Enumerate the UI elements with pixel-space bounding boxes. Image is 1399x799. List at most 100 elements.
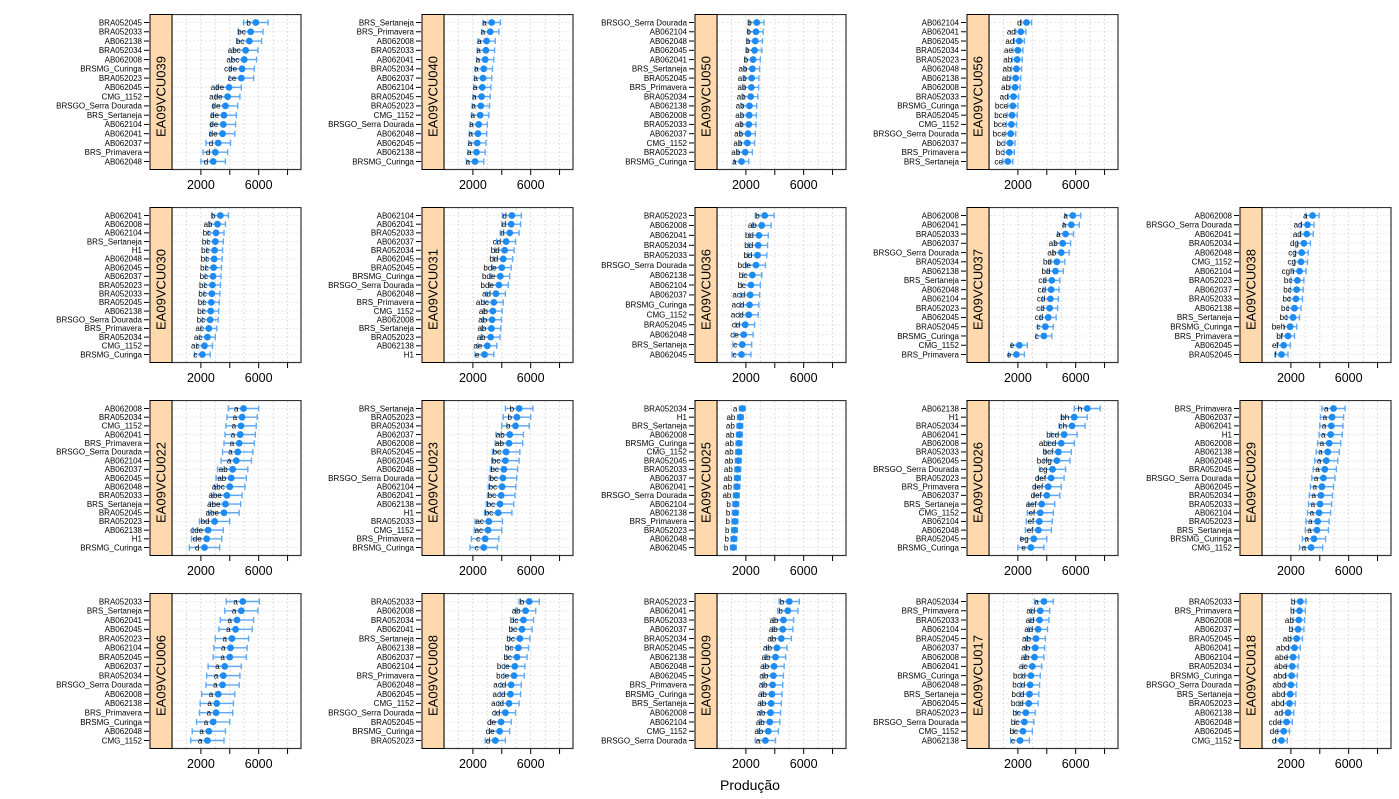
significance-letter: dg: [1290, 239, 1299, 248]
data-point: [213, 700, 221, 707]
strip-label: EA09VCU040: [426, 56, 441, 137]
data-point: [219, 130, 226, 138]
plot-box: [1261, 206, 1392, 364]
data-point: [520, 616, 527, 624]
significance-letter: ab: [748, 221, 757, 230]
data-point: [773, 644, 781, 652]
significance-letter: ad: [1026, 616, 1035, 625]
significance-letter: bc: [1011, 718, 1019, 727]
data-point: [767, 700, 775, 707]
data-point: [730, 535, 738, 543]
significance-letter: bc: [1283, 285, 1291, 294]
y-tick-label: BRS_Primavera: [1175, 332, 1233, 341]
data-point: [480, 544, 488, 551]
strip: [966, 593, 990, 749]
y-tick-label: AB062138: [377, 644, 415, 653]
significance-letter: b: [724, 535, 729, 544]
y-tick-label: BRA052033: [916, 448, 960, 457]
data-point: [488, 19, 496, 26]
significance-letter: bcd: [1012, 690, 1025, 699]
y-tick-label: AB062008: [105, 55, 143, 64]
panel-EA09VCU009: BRA052023 b AB062041 b BRA052033 ab AB062037 ab…: [563, 592, 847, 786]
significance-letter: bc: [487, 500, 495, 509]
significance-letter: bc: [199, 281, 207, 290]
data-point: [203, 333, 211, 341]
significance-letter: a: [227, 456, 232, 465]
y-tick-label: AB062048: [105, 157, 143, 166]
y-tick-label: CMG_1152: [919, 509, 960, 518]
y-tick-label: BRA052034: [1189, 662, 1233, 671]
y-tick-label: BRS_Primavera: [357, 535, 415, 544]
data-point: [226, 653, 234, 661]
data-point: [1310, 535, 1318, 543]
y-tick-label: BRA052045: [916, 323, 960, 332]
y-tick-label: AB062048: [105, 727, 143, 736]
y-tick-label: BRA052045: [99, 18, 143, 27]
data-point: [481, 535, 489, 543]
y-tick-label: BRSMG_Curinga: [897, 332, 959, 341]
y-tick-label: BRSGO_Serra Dourada: [873, 248, 959, 257]
data-point: [738, 405, 746, 412]
significance-letter: b: [778, 607, 783, 616]
y-tick-label: BRS_Primavera: [902, 350, 960, 359]
significance-letter: abd: [1272, 690, 1285, 699]
significance-letter: ab: [757, 699, 766, 708]
y-tick-label: BRA052034: [916, 597, 960, 606]
data-point: [1043, 491, 1051, 499]
y-tick-label: BRA052033: [644, 465, 688, 474]
significance-letter: ab: [204, 220, 213, 229]
significance-letter: cg: [1288, 258, 1296, 267]
data-point: [1036, 616, 1043, 624]
y-tick-label: AB062008: [922, 653, 960, 662]
y-tick-label: AB062048: [922, 285, 960, 294]
significance-letter: bce: [496, 671, 509, 680]
data-point: [482, 46, 490, 54]
significance-letter: bde: [482, 272, 496, 281]
strip-label: EA09VCU023: [426, 442, 441, 523]
data-point: [761, 737, 769, 744]
data-point: [214, 139, 222, 147]
data-point: [1032, 635, 1040, 642]
data-point: [207, 307, 215, 315]
significance-letter: def: [1032, 482, 1044, 491]
x-tick-label: 6000: [1062, 178, 1090, 192]
y-tick-label: BRSGO_Serra Dourada: [873, 130, 959, 139]
data-point: [252, 19, 260, 26]
data-point: [772, 653, 779, 661]
significance-letter: a: [468, 139, 473, 148]
data-point: [496, 727, 504, 735]
y-tick-label: BRSGO_Serra Dourada: [328, 281, 414, 290]
significance-letter: c: [193, 350, 197, 359]
significance-letter: ad: [1005, 37, 1014, 46]
y-tick-label: H1: [132, 246, 143, 255]
y-tick-label: AB062104: [1195, 267, 1233, 276]
y-tick-label: BRS_Sertaneja: [359, 404, 415, 413]
significance-letter: ef: [1272, 341, 1279, 350]
significance-letter: abc: [226, 55, 239, 64]
y-tick-label: BRA052045: [644, 321, 688, 330]
significance-letter: ac: [191, 342, 199, 351]
significance-letter: ab: [733, 139, 742, 148]
y-tick-label: BRSMG_Curinga: [897, 543, 959, 552]
significance-letter: e: [1007, 350, 1012, 359]
data-point: [210, 255, 218, 263]
data-point: [1035, 526, 1042, 534]
data-point: [743, 139, 751, 147]
significance-letter: bce: [993, 130, 1006, 139]
significance-letter: a: [1323, 413, 1328, 422]
significance-letter: a: [198, 736, 203, 745]
significance-letter: bc: [198, 298, 206, 307]
y-tick-label: AB062138: [377, 148, 415, 157]
y-tick-label: AB062041: [377, 55, 415, 64]
data-point: [516, 635, 524, 642]
y-tick-label: AB062048: [650, 330, 688, 339]
y-tick-label: BRS_Primavera: [357, 298, 415, 307]
strip: [694, 400, 718, 556]
panel-EA09VCU038: AB062008 a BRSGO_Serra Dourada ad AB062041 ad…: [1108, 206, 1392, 400]
plot-box: [443, 592, 574, 750]
significance-letter: bc: [489, 474, 497, 483]
y-tick-label: CMG_1152: [374, 699, 415, 708]
significance-letter: cgh: [1282, 267, 1295, 276]
data-point: [507, 681, 515, 689]
